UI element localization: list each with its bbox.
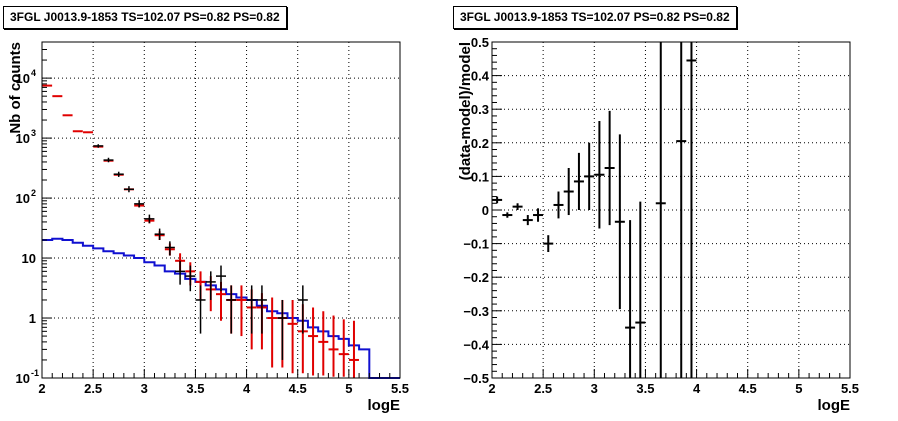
right-plot-residuals: 2 2.5 3 3.5 4 4.5 5 5.5 −0.5 −0.4 −0.3 −0.2 −0.1 0 0.1… — [457, 35, 859, 414]
left-x-tick-label: 2.5 — [84, 381, 102, 396]
right-y-tick-label: 0.1 — [471, 169, 489, 184]
right-y-tick-label: 0 — [482, 203, 489, 218]
right-y-tick-label: 0.2 — [471, 136, 489, 151]
left-y-tick-exponent: 4 — [31, 68, 36, 78]
left-x-tick-label: 5 — [345, 381, 352, 396]
right-x-tick-label: 3 — [591, 381, 598, 396]
right-x-tick-label: 2 — [488, 381, 495, 396]
left-x-tick-label: 3 — [141, 381, 148, 396]
left-y-tick-label: 10 — [22, 251, 36, 266]
right-y-tick-label: −0.4 — [463, 337, 489, 352]
left-y-tick-exponent: 3 — [31, 128, 36, 138]
right-x-axis-title: logE — [818, 397, 851, 414]
left-x-tick-label: 3.5 — [186, 381, 204, 396]
left-plot-area — [42, 42, 400, 378]
left-y-axis-title: Nb of counts — [7, 42, 24, 134]
left-y-tick-label: 1 — [29, 311, 36, 326]
right-y-tick-label: 0.4 — [471, 69, 490, 84]
left-plot-title: 3FGL J0013.9-1853 TS=102.07 PS=0.82 PS=0… — [3, 6, 287, 29]
right-y-tick-label: 0.3 — [471, 102, 489, 117]
left-y-tick-label: 10 — [16, 191, 30, 206]
left-x-tick-label: 2 — [38, 381, 45, 396]
right-y-tick-label: −0.5 — [463, 371, 489, 386]
left-y-tick-label: 10 — [16, 371, 30, 386]
left-y-tick-label: 10 — [16, 71, 30, 86]
left-y-tick-exponent: 2 — [31, 188, 36, 198]
left-y-tick-exponent: -1 — [31, 368, 39, 378]
right-y-tick-label: −0.3 — [463, 304, 489, 319]
left-plot-frame — [41, 41, 401, 379]
right-x-tick-label: 4.5 — [739, 381, 757, 396]
left-y-tick-label: 10 — [16, 131, 30, 146]
right-x-tick-label: 5 — [795, 381, 802, 396]
left-x-tick-label: 5.5 — [391, 381, 409, 396]
left-x-tick-label: 4 — [243, 381, 251, 396]
left-x-axis-title: logE — [368, 397, 401, 414]
right-x-tick-label: 2.5 — [534, 381, 552, 396]
right-y-axis-title: (data-model)/model — [457, 42, 474, 180]
model-histogram-line — [42, 237, 400, 379]
left-x-tick-label: 4.5 — [289, 381, 307, 396]
right-x-tick-label: 5.5 — [841, 381, 859, 396]
right-x-tick-label: 4 — [693, 381, 701, 396]
right-y-tick-label: 0.5 — [471, 35, 489, 50]
right-y-tick-label: −0.2 — [463, 270, 489, 285]
right-plot-area — [492, 42, 850, 378]
right-plot-title: 3FGL J0013.9-1853 TS=102.07 PS=0.82 PS=0… — [453, 6, 737, 29]
right-x-tick-label: 3.5 — [636, 381, 654, 396]
right-y-tick-label: −0.1 — [463, 237, 489, 252]
